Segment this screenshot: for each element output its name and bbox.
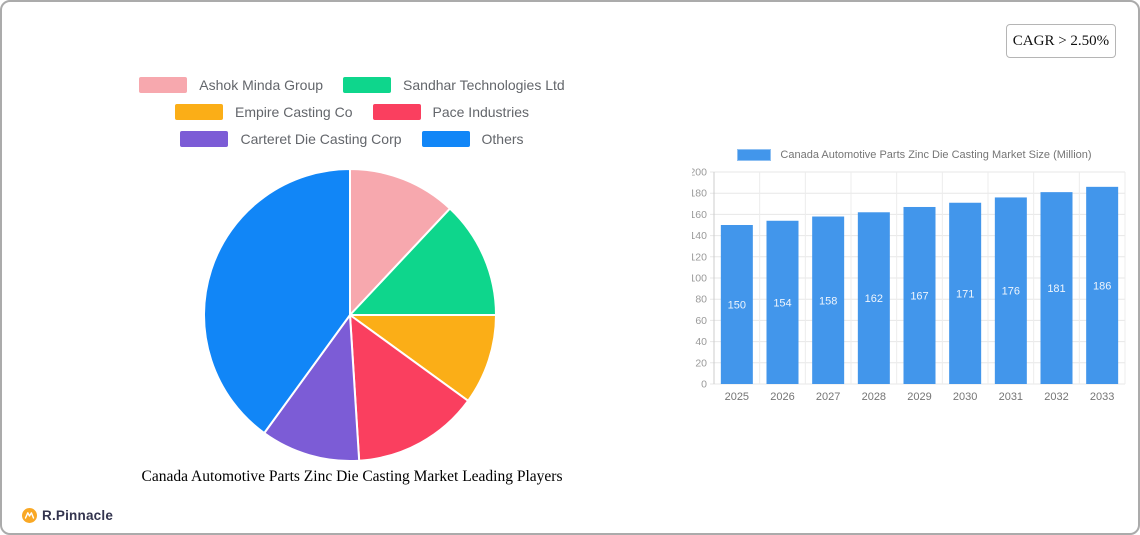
bar (994, 197, 1027, 384)
x-tick-label: 2028 (862, 391, 886, 403)
legend-label: Sandhar Technologies Ltd (403, 77, 565, 93)
pie-slice (349, 314, 470, 462)
legend-swatch (421, 131, 470, 147)
x-tick-label: 2027 (816, 391, 840, 403)
pie-legend-item[interactable]: Empire Casting Co (175, 104, 353, 120)
bar-legend-item[interactable]: Canada Automotive Parts Zinc Die Casting… (692, 147, 1137, 163)
legend-swatch (343, 77, 392, 93)
pie-slice (349, 207, 497, 316)
pie-legend-row: Empire Casting Co Pace Industries (32, 104, 672, 120)
legend-label: Empire Casting Co (235, 104, 353, 120)
pie-slice (202, 168, 351, 435)
bar-value-label: 176 (1002, 286, 1020, 298)
y-tick-label: 80 (695, 294, 707, 306)
bar-value-label: 154 (773, 297, 791, 309)
brand-logo: R.Pinnacle (22, 508, 113, 523)
legend-label: Others (481, 131, 524, 147)
y-tick-label: 60 (695, 315, 707, 327)
legend-label: Pace Industries (432, 104, 530, 120)
y-tick-label: 180 (692, 188, 707, 200)
legend-label: Ashok Minda Group (199, 77, 324, 93)
bar-value-label: 181 (1047, 283, 1065, 295)
bar-value-label: 158 (819, 295, 837, 307)
bar (903, 206, 936, 384)
x-tick-label: 2026 (770, 391, 794, 403)
bar (812, 216, 845, 384)
bar-legend-swatch (737, 149, 772, 161)
cagr-badge: CAGR > 2.50% (1006, 24, 1116, 58)
x-tick-label: 2030 (953, 391, 977, 403)
y-tick-label: 40 (695, 336, 707, 348)
y-tick-label: 0 (701, 379, 707, 391)
bar-value-label: 162 (865, 293, 883, 305)
x-tick-label: 2032 (1044, 391, 1068, 403)
x-tick-label: 2025 (725, 391, 749, 403)
x-tick-label: 2033 (1090, 391, 1114, 403)
y-tick-label: 200 (692, 167, 707, 179)
pie-legend-item[interactable]: Pace Industries (372, 104, 530, 120)
bar-value-label: 167 (910, 290, 928, 302)
pie-legend-item[interactable]: Carteret Die Casting Corp (180, 131, 402, 147)
x-tick-label: 2031 (999, 391, 1023, 403)
pie-legend-item[interactable]: Sandhar Technologies Ltd (343, 77, 565, 93)
pie-legend-row: Carteret Die Casting Corp Others (32, 131, 672, 147)
x-tick-label: 2029 (907, 391, 931, 403)
pinnacle-logo-icon (22, 508, 37, 523)
pie-slice (263, 314, 361, 462)
pie-slice (349, 168, 451, 316)
bar (1086, 186, 1119, 384)
bar-legend-label: Canada Automotive Parts Zinc Die Casting… (780, 149, 1092, 161)
y-tick-label: 20 (695, 357, 707, 369)
legend-swatch (139, 77, 188, 93)
legend-swatch (175, 104, 223, 120)
bar (720, 225, 753, 384)
logo-text: R.Pinnacle (42, 508, 114, 523)
y-tick-label: 160 (692, 209, 707, 221)
bar (1040, 192, 1073, 384)
pie-slice (349, 314, 497, 402)
pie-chart-panel: Ashok Minda Group Sandhar Technologies Lt… (32, 2, 672, 533)
y-tick-label: 140 (692, 230, 707, 242)
pie-chart (200, 165, 500, 465)
bar (766, 220, 799, 384)
pie-legend-row: Ashok Minda Group Sandhar Technologies Lt… (32, 77, 672, 93)
pie-chart-title: Canada Automotive Parts Zinc Die Casting… (141, 468, 563, 485)
cagr-label: CAGR > 2.50% (1012, 32, 1110, 49)
pie-chart-svg (202, 168, 497, 462)
bar-value-label: 171 (956, 288, 974, 300)
bar (949, 202, 982, 384)
legend-swatch (372, 104, 421, 120)
pie-legend-item[interactable]: Others (421, 131, 524, 147)
legend-label: Carteret Die Casting Corp (240, 131, 402, 147)
y-tick-label: 120 (692, 251, 707, 263)
bar-value-label: 150 (728, 300, 746, 312)
y-tick-label: 100 (692, 273, 707, 285)
bar (857, 212, 890, 384)
bar-value-label: 186 (1093, 280, 1111, 292)
bar-chart-panel: Canada Automotive Parts Zinc Die Casting… (689, 147, 1137, 417)
legend-swatch (180, 131, 229, 147)
pie-legend: Ashok Minda Group Sandhar Technologies Lt… (32, 77, 672, 158)
bar-chart-svg: 0 20 40 60 80 100 120 140 160 180 200 150 2025 154 202… (689, 167, 1126, 403)
pie-legend-item[interactable]: Ashok Minda Group (139, 77, 323, 93)
